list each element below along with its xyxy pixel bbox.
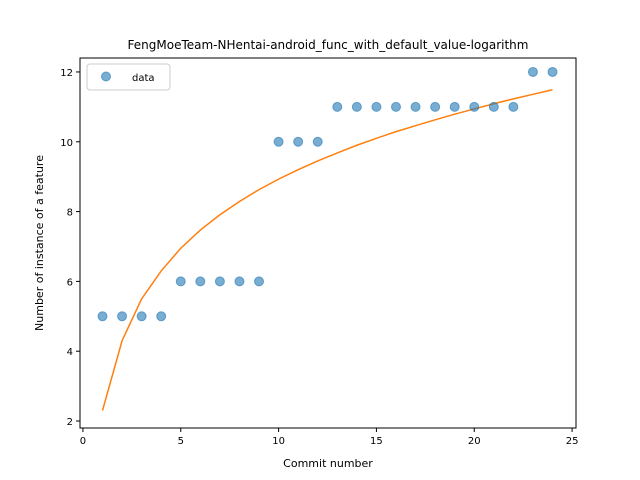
fit-line [101,89,553,411]
data-point [430,101,441,112]
data-point [117,311,128,322]
x-tick-label: 0 [80,436,86,447]
y-tick-label: 10 [60,138,73,149]
y-tick-label: 6 [67,277,73,288]
y-axis-label: Number of instance of a feature [33,155,46,331]
axes-frame [79,57,577,429]
data-point [508,101,519,112]
x-tick-label: 5 [178,436,184,447]
data-point [547,66,558,77]
data-point [312,136,323,147]
x-tick-label: 10 [272,436,285,447]
y-tick-label: 2 [67,417,73,428]
data-point [488,101,499,112]
y-tick-label: 4 [67,347,73,358]
data-point [136,311,147,322]
legend-label-data: data [132,73,155,84]
x-tick-label: 25 [566,436,579,447]
y-tick-label: 12 [60,68,73,79]
data-point [293,136,304,147]
data-point [254,276,265,287]
data-point [234,276,245,287]
data-point [175,276,186,287]
legend-box [86,63,171,91]
legend-marker-data [101,71,111,82]
x-tick-label: 20 [468,436,481,447]
data-point [273,136,284,147]
y-tick-label: 8 [67,208,73,219]
plot-area [79,57,577,429]
data-point [195,276,206,287]
data-point [97,311,108,322]
x-axis-label: Commit number [283,457,373,470]
data-point [214,276,225,287]
data-point [449,101,460,112]
data-point [390,101,401,112]
y-axis: 2 4 6 8 10 12 [60,68,80,428]
data-point [527,66,538,77]
data-point [469,101,480,112]
data-point [156,311,167,322]
legend: data [86,63,171,91]
x-tick-label: 15 [370,436,383,447]
data-point [351,101,362,112]
chart-title: FengMoeTeam-NHentai-android_func_with_de… [128,38,529,52]
data-point [410,101,421,112]
data-point [371,101,382,112]
x-axis: 0 5 10 15 20 25 [80,428,579,447]
data-point [332,101,343,112]
